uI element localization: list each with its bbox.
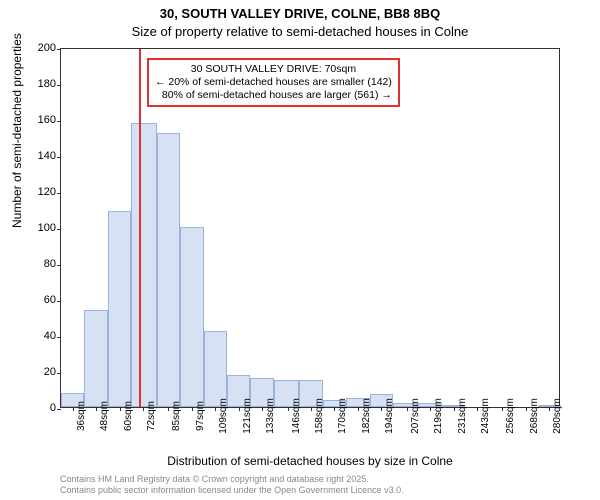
annotation-title: 30 SOUTH VALLEY DRIVE: 70sqm [155, 63, 392, 76]
ytick [57, 85, 61, 86]
xtick-label: 72sqm [146, 401, 157, 431]
histogram-bar [157, 133, 180, 407]
xtick [168, 407, 169, 411]
histogram-bar [108, 211, 131, 407]
ytick-label: 140 [38, 150, 56, 162]
ytick-label: 0 [50, 402, 56, 414]
xtick [143, 407, 144, 411]
xtick [358, 407, 359, 411]
ytick [57, 157, 61, 158]
xtick [502, 407, 503, 411]
xtick-label: 268sqm [529, 398, 540, 434]
chart-container: 30, SOUTH VALLEY DRIVE, COLNE, BB8 8BQ S… [0, 0, 600, 500]
ytick [57, 229, 61, 230]
xtick [311, 407, 312, 411]
annotation-box: 30 SOUTH VALLEY DRIVE: 70sqm← 20% of sem… [147, 58, 400, 107]
xtick-label: 280sqm [552, 398, 563, 434]
annotation-line2: 80% of semi-detached houses are larger (… [155, 89, 392, 102]
plot-area: 30 SOUTH VALLEY DRIVE: 70sqm← 20% of sem… [60, 48, 560, 408]
xtick [430, 407, 431, 411]
ytick-label: 180 [38, 78, 56, 90]
ytick [57, 301, 61, 302]
xtick [262, 407, 263, 411]
credits-line1: Contains HM Land Registry data © Crown c… [60, 474, 404, 485]
credits: Contains HM Land Registry data © Crown c… [60, 474, 404, 496]
histogram-bar [180, 227, 203, 407]
ytick-label: 20 [44, 366, 56, 378]
ytick [57, 409, 61, 410]
ytick-label: 80 [44, 258, 56, 270]
xtick-label: 207sqm [410, 398, 421, 434]
xtick [215, 407, 216, 411]
xtick [96, 407, 97, 411]
ytick [57, 193, 61, 194]
xtick [407, 407, 408, 411]
ytick [57, 265, 61, 266]
xtick-label: 48sqm [99, 401, 110, 431]
ytick [57, 121, 61, 122]
xtick-label: 146sqm [291, 398, 302, 434]
xtick [454, 407, 455, 411]
xtick [288, 407, 289, 411]
y-axis-label: Number of semi-detached properties [10, 33, 24, 228]
xtick-label: 109sqm [218, 398, 229, 434]
credits-line2: Contains public sector information licen… [60, 485, 404, 496]
xtick-label: 158sqm [314, 398, 325, 434]
xtick [334, 407, 335, 411]
xtick-label: 133sqm [265, 398, 276, 434]
xtick-label: 194sqm [384, 398, 395, 434]
ytick-label: 60 [44, 294, 56, 306]
xtick-label: 170sqm [337, 398, 348, 434]
xtick-label: 219sqm [433, 398, 444, 434]
chart-title-line1: 30, SOUTH VALLEY DRIVE, COLNE, BB8 8BQ [0, 6, 600, 21]
xtick-label: 231sqm [457, 398, 468, 434]
ytick [57, 373, 61, 374]
x-axis-label: Distribution of semi-detached houses by … [60, 454, 560, 468]
xtick [120, 407, 121, 411]
reference-line [139, 49, 141, 407]
ytick-label: 100 [38, 222, 56, 234]
ytick-label: 160 [38, 114, 56, 126]
xtick [192, 407, 193, 411]
xtick-label: 182sqm [361, 398, 372, 434]
ytick-label: 40 [44, 330, 56, 342]
annotation-line1: ← 20% of semi-detached houses are smalle… [155, 76, 392, 89]
xtick [381, 407, 382, 411]
xtick-label: 36sqm [76, 401, 87, 431]
histogram-bar [204, 331, 227, 407]
xtick [239, 407, 240, 411]
ytick-label: 120 [38, 186, 56, 198]
histogram-bar [84, 310, 107, 407]
xtick-label: 85sqm [171, 401, 182, 431]
histogram-bar [131, 123, 156, 407]
xtick-label: 256sqm [505, 398, 516, 434]
xtick [73, 407, 74, 411]
xtick-label: 97sqm [195, 401, 206, 431]
xtick [477, 407, 478, 411]
ytick-label: 200 [38, 42, 56, 54]
xtick [549, 407, 550, 411]
xtick [526, 407, 527, 411]
xtick-label: 60sqm [123, 401, 134, 431]
chart-title-line2: Size of property relative to semi-detach… [0, 24, 600, 39]
ytick [57, 337, 61, 338]
ytick [57, 49, 61, 50]
xtick-label: 243sqm [480, 398, 491, 434]
xtick-label: 121sqm [242, 398, 253, 434]
